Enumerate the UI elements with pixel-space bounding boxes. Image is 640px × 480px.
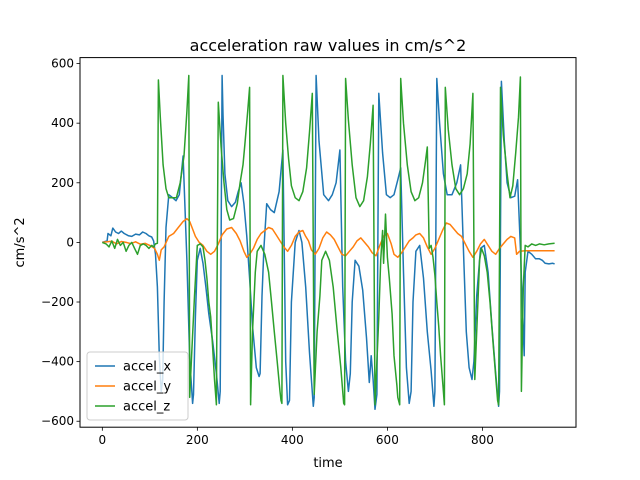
y-tick-label: 200 <box>51 176 74 190</box>
series-line-accel_y <box>102 217 555 262</box>
x-tick-label: 0 <box>99 433 107 447</box>
y-tick-label: −400 <box>41 355 74 369</box>
series-layer <box>102 74 555 411</box>
legend-label-accel_x: accel_x <box>123 360 171 375</box>
legend-label-accel_y: accel_y <box>123 380 171 395</box>
x-tick-label: 600 <box>376 433 399 447</box>
x-tick-label: 200 <box>186 433 209 447</box>
legend-box <box>86 351 189 421</box>
series-line-accel_z <box>102 74 555 406</box>
legend-label-accel_z: accel_z <box>123 400 170 415</box>
x-tick-label: 400 <box>281 433 304 447</box>
x-tick-label: 800 <box>471 433 494 447</box>
x-axis: 0 200 400 600 800 <box>99 427 494 447</box>
y-axis: −600 −400 −200 0 200 400 600 <box>41 57 80 428</box>
y-axis-label: cm/s^2 <box>13 217 28 267</box>
chart-title: acceleration raw values in cm/s^2 <box>190 36 467 55</box>
x-axis-label: time <box>313 456 342 471</box>
y-tick-label: 0 <box>66 235 74 249</box>
legend: accel_x accel_y accel_z <box>86 351 189 421</box>
y-tick-label: −600 <box>41 414 74 428</box>
y-tick-label: 600 <box>51 57 74 71</box>
y-tick-label: −200 <box>41 295 74 309</box>
y-tick-label: 400 <box>51 116 74 130</box>
